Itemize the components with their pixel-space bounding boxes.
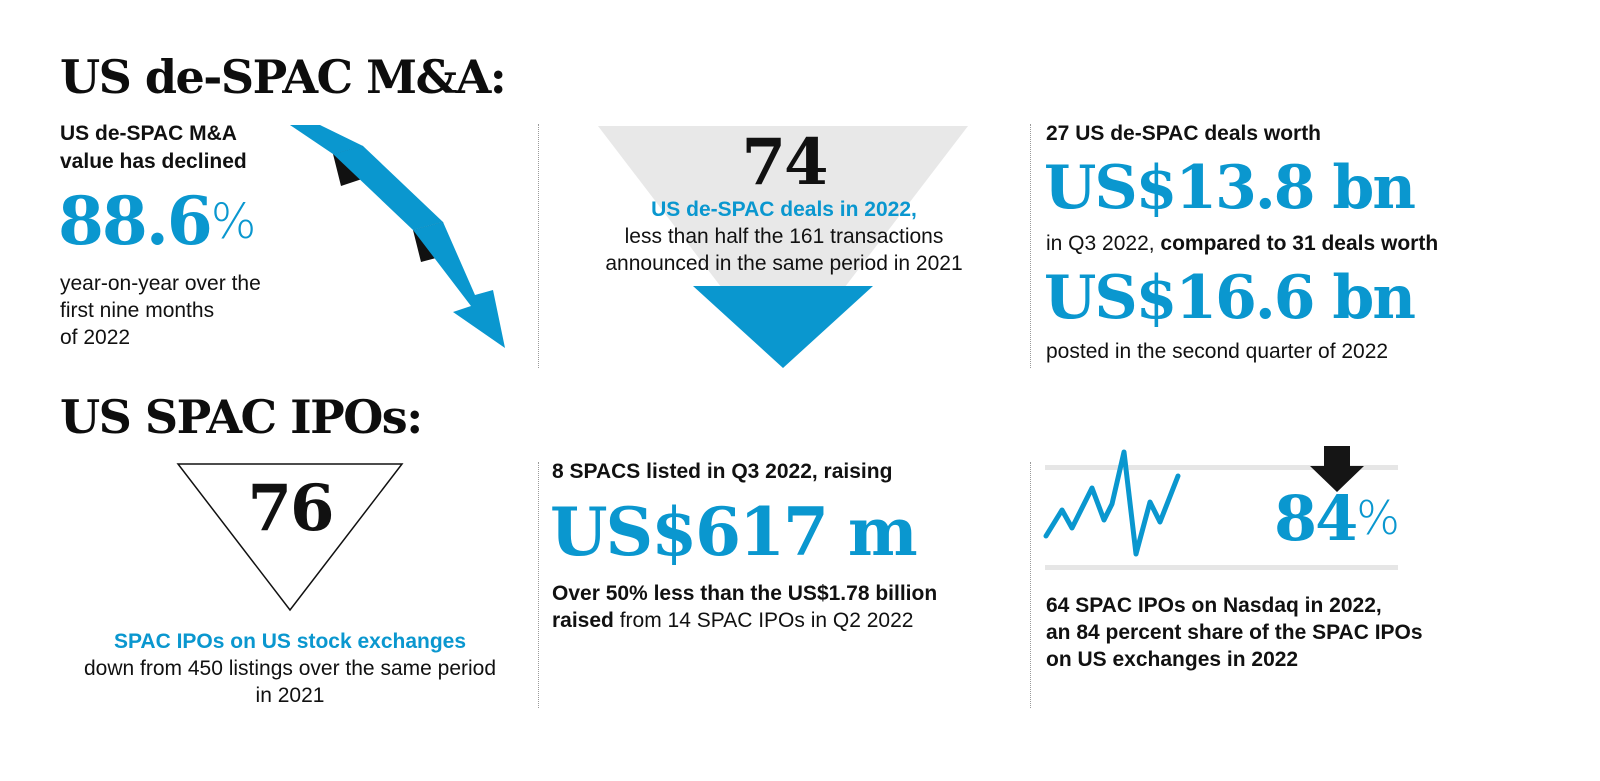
stat-16-6-bn: US$16.6 bn bbox=[1044, 263, 1416, 333]
down-arrow-icon bbox=[1310, 446, 1364, 492]
body-line-3: of 2022 bbox=[60, 326, 131, 349]
lead-line-2: value has declined bbox=[60, 150, 247, 173]
lead-line-1: US de-SPAC M&A bbox=[60, 122, 237, 145]
comparison-text: in Q3 2022, compared to 31 deals worth bbox=[1046, 230, 1438, 257]
divider bbox=[1030, 124, 1031, 368]
body-line-2: raised from 14 SPAC IPOs in Q2 2022 bbox=[552, 607, 913, 634]
body-line-2: announced in the same period in 2021 bbox=[605, 252, 963, 275]
comparison-bold: compared to 31 deals worth bbox=[1160, 232, 1439, 255]
lead-text: 27 US de-SPAC deals worth bbox=[1046, 122, 1322, 145]
stat-76: 76 bbox=[247, 471, 334, 546]
body-line-1: Over 50% less than the US$1.78 billion bbox=[552, 582, 938, 605]
body-normal: from 14 SPAC IPOs in Q2 2022 bbox=[613, 609, 914, 632]
section-heading-de-spac: US de-SPAC M&A: bbox=[60, 50, 507, 104]
body-line-2: in 2021 bbox=[255, 684, 325, 707]
body-line-1: year-on-year over the bbox=[60, 272, 261, 295]
highlight-text: SPAC IPOs on US stock exchanges bbox=[113, 630, 467, 653]
zigzag-line-icon bbox=[1043, 449, 1181, 557]
highlight-text: US de-SPAC deals in 2022, bbox=[651, 198, 917, 221]
stat-value: 88.6 bbox=[58, 182, 213, 260]
stat-617-m: US$617 m bbox=[550, 493, 918, 571]
divider bbox=[538, 462, 539, 708]
body-line-1: down from 450 listings over the same per… bbox=[83, 657, 497, 680]
outline-triangle-icon bbox=[176, 463, 404, 612]
divider bbox=[1030, 462, 1031, 708]
tail-text: posted in the second quarter of 2022 bbox=[1046, 340, 1389, 363]
stat-88-6-percent: 88.6% bbox=[58, 182, 256, 260]
body-line-2: an 84 percent share of the SPAC IPOs bbox=[1046, 621, 1423, 644]
body-line-1: 64 SPAC IPOs on Nasdaq in 2022, bbox=[1046, 594, 1382, 617]
lead-text: 8 SPACS listed in Q3 2022, raising bbox=[552, 460, 893, 483]
stat-13-8-bn: US$13.8 bn bbox=[1044, 153, 1416, 223]
declining-arrow-icon bbox=[290, 125, 505, 348]
section-heading-spac-ipos: US SPAC IPOs: bbox=[60, 390, 423, 444]
bottom-rule bbox=[1045, 565, 1398, 570]
body-line-2: first nine months bbox=[60, 299, 215, 322]
divider bbox=[538, 124, 539, 368]
stat-unit: % bbox=[210, 194, 257, 250]
comparison-normal: in Q3 2022, bbox=[1046, 232, 1161, 255]
inverted-triangle-icon bbox=[598, 126, 968, 368]
top-rule bbox=[1045, 465, 1398, 470]
stat-unit: % bbox=[1356, 491, 1400, 545]
stat-value: 84 bbox=[1274, 482, 1358, 555]
body-line-1: less than half the 161 transactions bbox=[624, 225, 944, 248]
body-bold: raised bbox=[552, 609, 614, 632]
stat-74: 74 bbox=[741, 125, 828, 200]
body-line-3: on US exchanges in 2022 bbox=[1046, 648, 1299, 671]
stat-84-percent: 84% bbox=[1274, 482, 1400, 556]
